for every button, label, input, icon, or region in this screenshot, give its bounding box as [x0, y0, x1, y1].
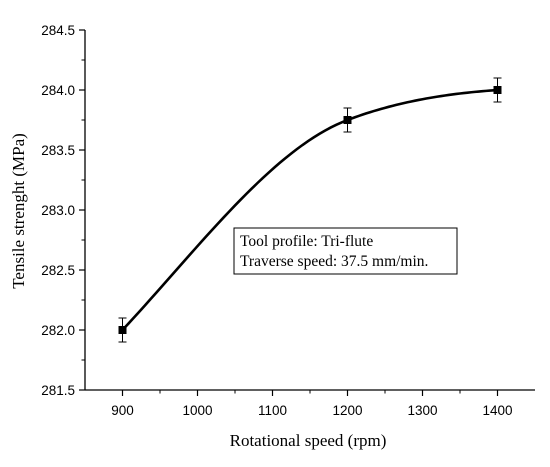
x-tick-label: 1200 — [332, 403, 362, 418]
axes-frame — [84, 30, 535, 391]
annotation-line-2: Traverse speed: 37.5 mm/min. — [240, 253, 428, 270]
y-tick-label: 284.5 — [41, 23, 75, 38]
series-line — [121, 88, 498, 331]
error-bars — [118, 77, 502, 343]
x-tick-label: 900 — [111, 403, 134, 418]
y-tick-label: 282.0 — [41, 323, 75, 338]
x-tick-label: 1000 — [182, 403, 212, 418]
annotation-line-1: Tool profile: Tri-flute — [240, 233, 373, 250]
y-tick-label: 283.5 — [41, 143, 75, 158]
y-axis-title: Tensile strenght (MPa) — [9, 133, 28, 289]
data-markers — [118, 86, 502, 334]
x-axis-title: Rotational speed (rpm) — [230, 431, 387, 450]
y-axis-ticks: 281.5 282.0 282.5 283.0 283.5 284.0 284.5 — [41, 23, 85, 398]
x-tick-label: 1400 — [482, 403, 512, 418]
x-tick-label: 1300 — [407, 403, 437, 418]
y-tick-label: 281.5 — [41, 383, 75, 398]
annotation-box: Tool profile: Tri-flute Traverse speed: … — [233, 227, 458, 275]
data-point — [118, 326, 127, 334]
data-point — [343, 116, 352, 124]
annotation-frame — [233, 227, 458, 275]
x-axis-ticks: 900 1000 1100 1200 1300 1400 — [111, 390, 513, 418]
y-tick-label: 282.5 — [41, 263, 75, 278]
y-tick-label: 284.0 — [41, 83, 75, 98]
data-point — [493, 86, 502, 94]
x-tick-label: 1100 — [258, 403, 287, 418]
y-tick-label: 283.0 — [41, 203, 75, 218]
